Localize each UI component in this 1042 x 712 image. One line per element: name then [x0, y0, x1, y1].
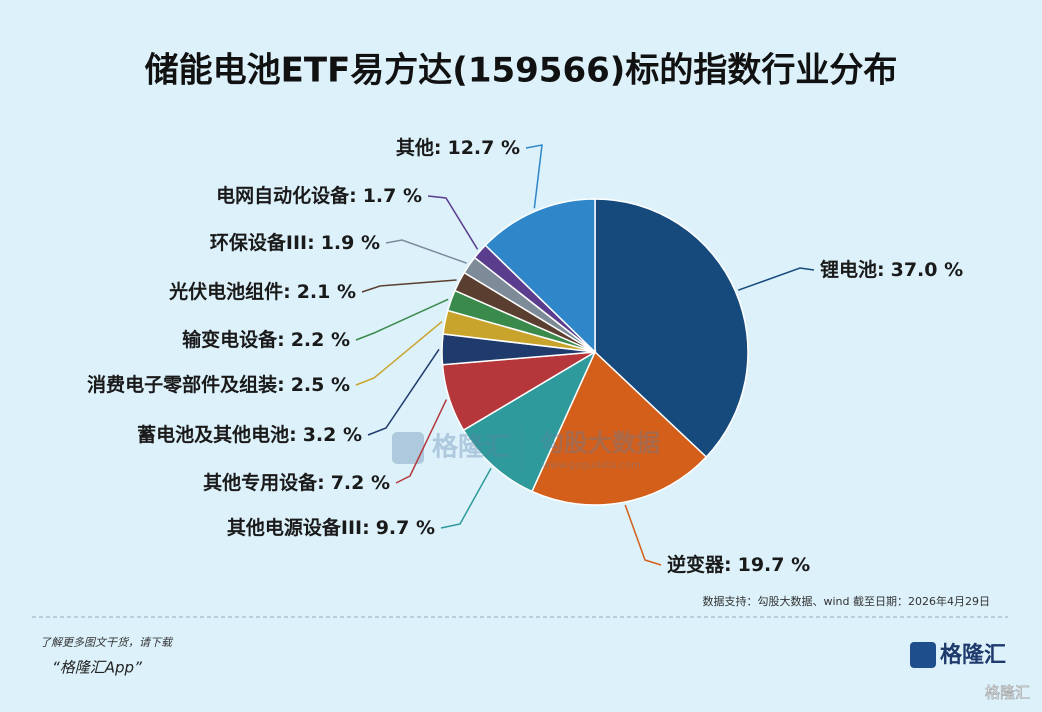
data-label: 光伏电池组件: 2.1 %: [168, 280, 356, 303]
category-label: 光伏电池组件:: [168, 280, 291, 303]
footer-app: “格隆汇App”: [52, 659, 142, 677]
logo-icon: [910, 642, 936, 668]
category-label: 逆变器:: [667, 553, 732, 576]
value-label: 19.7 %: [738, 554, 811, 576]
pie-slice: [484, 198, 596, 354]
value-label: 2.1 %: [297, 281, 356, 303]
category-label: 其他专用设备:: [203, 471, 325, 494]
logo-text: 格隆汇: [940, 642, 1006, 668]
data-label: 逆变器: 19.7 %: [667, 553, 810, 576]
chart-title: 储能电池ETF易方达(159566)标的指数行业分布: [145, 51, 898, 91]
leader-line: [385, 239, 467, 264]
leader-line: [361, 279, 457, 293]
category-label: 环保设备III:: [210, 231, 315, 254]
source: 数据支持：勾股大数据、wind 截至日期：2026年4月29日: [703, 594, 991, 608]
pie-slice: [594, 198, 749, 459]
leader-line: [355, 320, 443, 386]
leader-line: [395, 399, 448, 484]
data-label: 其他电源设备III: 9.7 %: [227, 516, 435, 539]
data-label: 输变电设备: 2.2 %: [182, 328, 350, 351]
footer-note: 了解更多图文干货，请下载: [40, 636, 174, 649]
category-label: 其他:: [396, 136, 442, 159]
watermark: 格隆汇 勾股大数据 www.gogudata.com: [392, 428, 660, 471]
data-label: 其他: 12.7 %: [396, 136, 520, 159]
leader-line: [355, 298, 449, 341]
data-label: 环保设备III: 1.9 %: [210, 231, 380, 254]
category-label: 其他电源设备III:: [227, 516, 370, 539]
data-label: 蓄电池及其他电池: 3.2 %: [137, 423, 362, 446]
category-label: 蓄电池及其他电池:: [137, 423, 297, 446]
value-label: 7.2 %: [331, 472, 390, 494]
watermark-url: www.gogudata.com: [542, 460, 641, 471]
category-label: 消费电子零部件及组装:: [87, 373, 285, 396]
data-label: 消费电子零部件及组装: 2.5 %: [87, 373, 350, 396]
category-label: 电网自动化设备:: [216, 184, 357, 207]
watermark-logo: [392, 432, 424, 464]
leader-line: [525, 144, 543, 209]
data-label: 电网自动化设备: 1.7 %: [216, 184, 422, 207]
leader-line: [427, 195, 479, 250]
leader-line: [367, 348, 440, 436]
value-label: 1.9 %: [321, 232, 380, 254]
value-label: 3.2 %: [303, 424, 362, 446]
leader-line: [624, 504, 662, 566]
pie-slice: [530, 350, 708, 506]
watermark-text: 勾股大数据: [540, 429, 660, 457]
value-label: 1.7 %: [363, 185, 422, 207]
data-label: 其他专用设备: 7.2 %: [203, 471, 390, 494]
leader-line: [737, 267, 815, 291]
value-label: 37.0 %: [891, 259, 964, 281]
pie-slice: [462, 350, 597, 493]
value-label: 12.7 %: [447, 137, 520, 159]
watermark-text: 格隆汇: [432, 432, 510, 463]
corner-mark: 格隆汇: [985, 684, 1030, 702]
value-label: 2.5 %: [291, 374, 350, 396]
data-label: 锂电池: 37.0 %: [820, 258, 963, 281]
category-label: 锂电池:: [820, 258, 885, 281]
value-label: 9.7 %: [376, 517, 435, 539]
leader-line: [440, 467, 492, 529]
value-label: 2.2 %: [291, 329, 350, 351]
category-label: 输变电设备:: [182, 328, 285, 351]
